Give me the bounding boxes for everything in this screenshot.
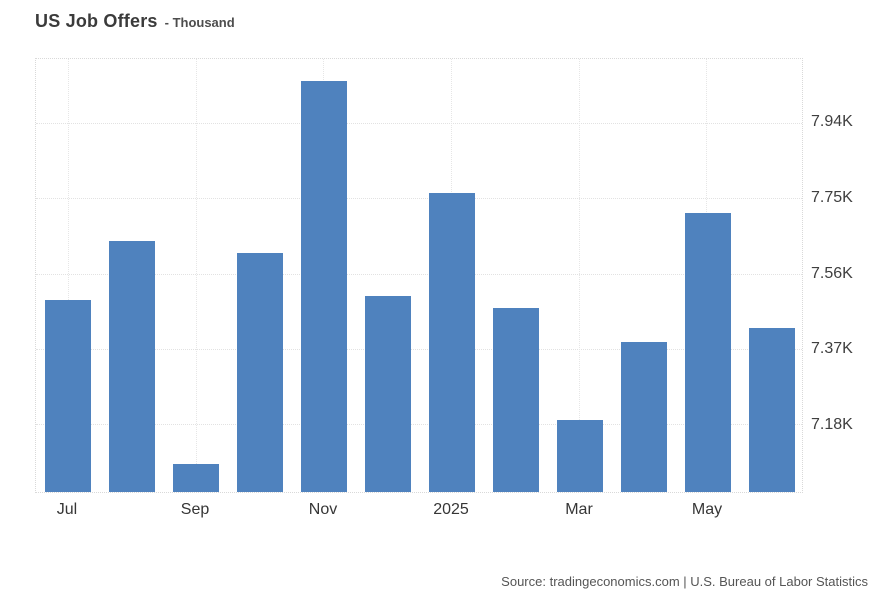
x-axis-tick-label: Sep bbox=[180, 501, 210, 518]
gridline-horizontal bbox=[36, 122, 802, 124]
y-axis-tick-label: 7.18K bbox=[811, 416, 853, 434]
x-axis-tick-label: May bbox=[691, 501, 723, 518]
bar-jul[interactable] bbox=[44, 300, 92, 492]
y-axis-tick-label: 7.37K bbox=[811, 340, 853, 358]
chart-header: US Job Offers - Thousand bbox=[35, 11, 235, 32]
x-axis-tick-label: Jul bbox=[56, 501, 78, 518]
bar-nov[interactable] bbox=[300, 80, 348, 492]
x-axis-tick-label: 2025 bbox=[433, 501, 469, 518]
bar-may[interactable] bbox=[684, 212, 732, 492]
bar-dec[interactable] bbox=[364, 296, 412, 492]
chart-subtitle: - Thousand bbox=[164, 15, 235, 30]
bar-jan[interactable] bbox=[428, 192, 476, 492]
bar-aug[interactable] bbox=[108, 240, 156, 492]
gridline-horizontal bbox=[36, 348, 802, 350]
x-axis-tick-label: Nov bbox=[308, 501, 338, 518]
bar-sep[interactable] bbox=[172, 464, 220, 492]
bar-oct[interactable] bbox=[236, 252, 284, 492]
y-axis-tick-label: 7.94K bbox=[811, 112, 853, 130]
source-attribution: Source: tradingeconomics.com | U.S. Bure… bbox=[501, 574, 868, 589]
plot-area bbox=[35, 58, 803, 493]
gridline-horizontal bbox=[36, 198, 802, 200]
bar-mar[interactable] bbox=[556, 420, 604, 492]
bar-apr[interactable] bbox=[620, 342, 668, 492]
bar-jun[interactable] bbox=[748, 328, 796, 492]
gridline-vertical bbox=[578, 59, 580, 492]
bar-feb[interactable] bbox=[492, 308, 540, 492]
x-axis-tick-label: Mar bbox=[565, 501, 593, 518]
chart-title: US Job Offers bbox=[35, 11, 158, 31]
gridline-horizontal bbox=[36, 273, 802, 275]
gridline-vertical bbox=[195, 59, 197, 492]
y-axis-tick-label: 7.75K bbox=[811, 188, 853, 206]
gridline-vertical bbox=[67, 59, 69, 492]
y-axis-tick-label: 7.56K bbox=[811, 264, 853, 282]
gridline-horizontal bbox=[36, 424, 802, 426]
